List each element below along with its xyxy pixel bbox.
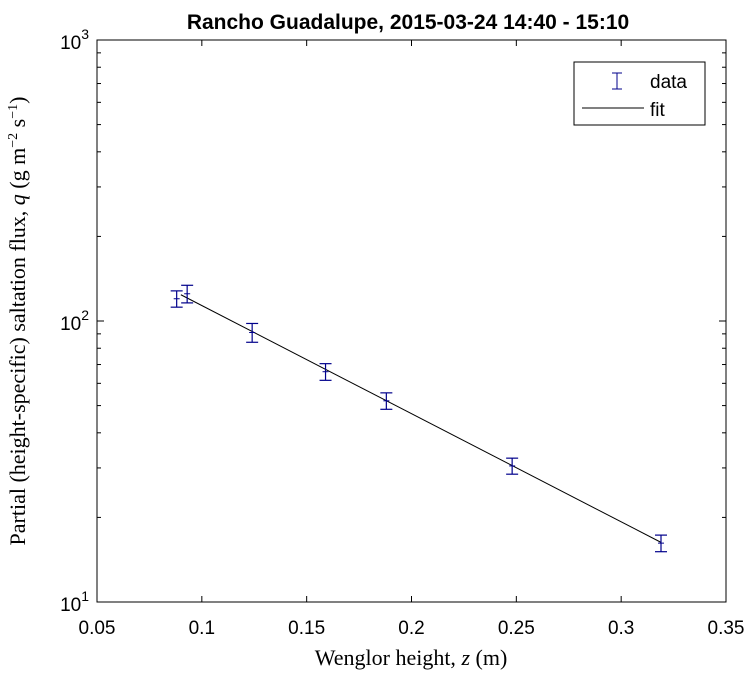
x-tick-label: 0.25 bbox=[498, 618, 535, 639]
y-axis-label-prefix: Partial (height-specific) saltation flux… bbox=[5, 205, 30, 545]
fit-series bbox=[180, 294, 662, 543]
y-tick-label: 102 bbox=[60, 307, 89, 335]
x-tick-label: 0.3 bbox=[608, 618, 634, 639]
legend-data-marker bbox=[612, 72, 622, 90]
legend-label-data: data bbox=[650, 72, 687, 93]
x-tick-label: 0.05 bbox=[79, 618, 116, 639]
legend-box bbox=[573, 61, 706, 126]
x-axis-label: Wenglor height, z (m) bbox=[315, 645, 508, 670]
y-axis-label-var: q bbox=[5, 194, 30, 205]
data-point bbox=[246, 322, 259, 343]
y-axis-label-close: ) bbox=[5, 97, 30, 104]
data-point bbox=[170, 290, 183, 308]
data-series bbox=[170, 284, 668, 553]
x-tick-label: 0.1 bbox=[189, 618, 215, 639]
chart-title: Rancho Guadalupe, 2015-03-24 14:40 - 15:… bbox=[187, 11, 629, 34]
y-tick-label: 101 bbox=[60, 588, 89, 616]
legend-label-fit: fit bbox=[650, 100, 666, 121]
legend: data fit bbox=[573, 61, 706, 126]
data-point bbox=[506, 457, 519, 475]
x-axis-label-var: z bbox=[460, 645, 470, 670]
data-point bbox=[319, 363, 332, 381]
y-axis-label-exp2: −1 bbox=[6, 104, 21, 119]
x-axis: 0.05 0.1 0.15 0.2 0.25 0.3 0.35 bbox=[79, 40, 745, 639]
y-axis-label-exp1: −2 bbox=[6, 133, 21, 148]
data-point bbox=[181, 284, 194, 304]
x-tick-label: 0.15 bbox=[288, 618, 325, 639]
data-point bbox=[380, 392, 393, 410]
x-axis-label-unit: (m) bbox=[470, 645, 507, 670]
y-axis-label: Partial (height-specific) saltation flux… bbox=[5, 97, 30, 546]
x-tick-label: 0.2 bbox=[398, 618, 424, 639]
data-point bbox=[655, 534, 668, 553]
y-axis: 101 102 103 bbox=[60, 26, 726, 616]
y-axis-label-mid: s bbox=[5, 119, 30, 133]
x-tick-label: 0.35 bbox=[708, 618, 745, 639]
x-axis-label-prefix: Wenglor height, bbox=[315, 645, 462, 670]
fit-line bbox=[180, 294, 662, 543]
y-tick-label: 103 bbox=[60, 26, 89, 54]
y-axis-label-unit-open: (g m bbox=[5, 148, 30, 194]
